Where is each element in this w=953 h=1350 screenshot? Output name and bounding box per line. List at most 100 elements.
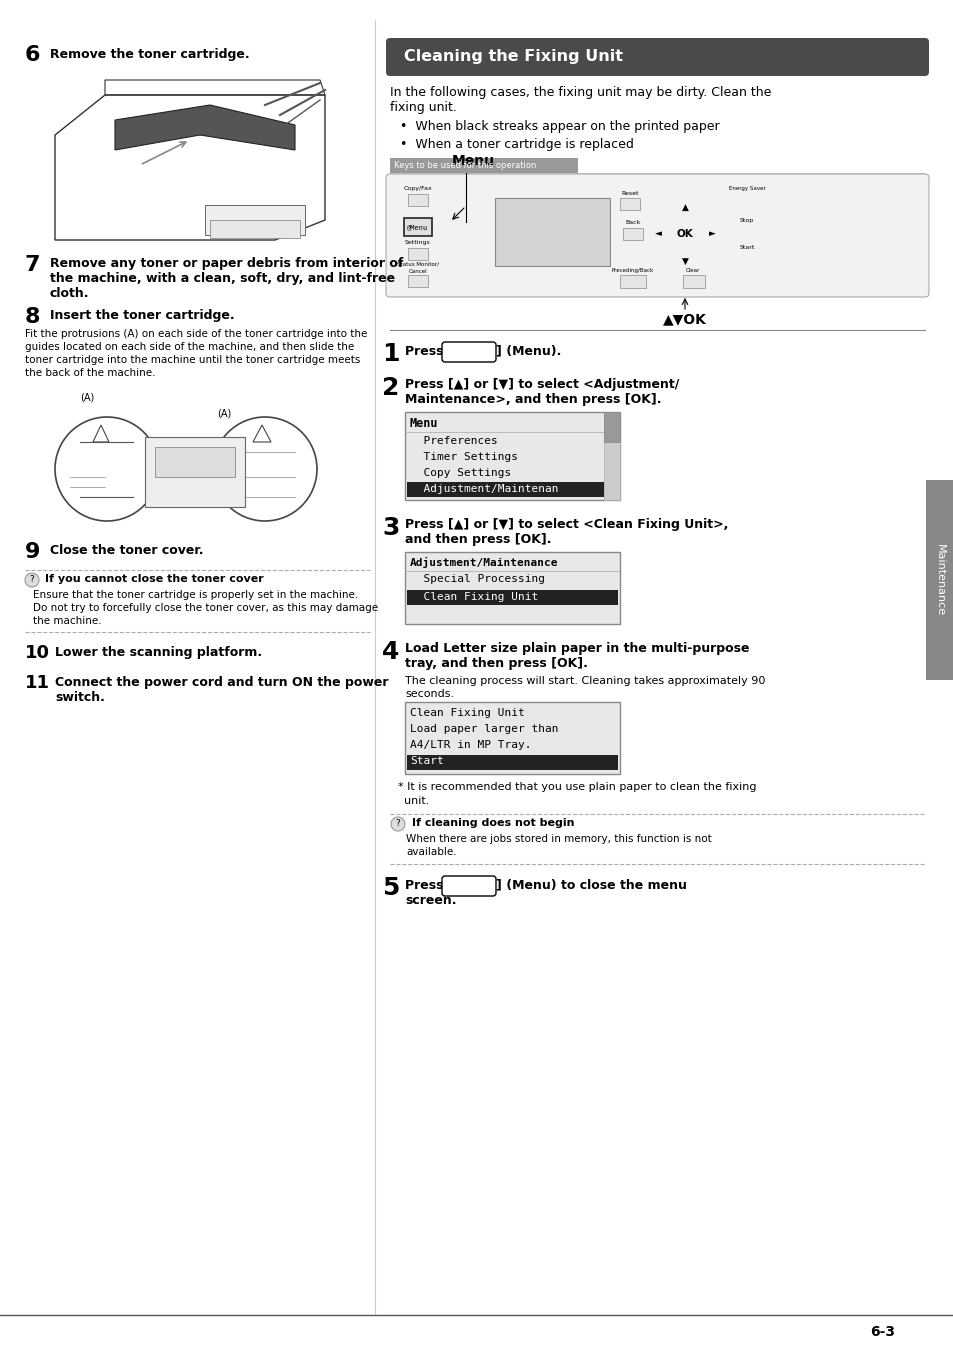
Text: Reset: Reset [620, 190, 639, 196]
FancyBboxPatch shape [603, 412, 619, 441]
Circle shape [25, 572, 39, 587]
FancyBboxPatch shape [408, 248, 428, 261]
Text: 5: 5 [381, 876, 399, 900]
FancyBboxPatch shape [603, 412, 619, 500]
FancyBboxPatch shape [682, 275, 704, 288]
FancyBboxPatch shape [154, 447, 234, 477]
Text: 7: 7 [25, 255, 40, 275]
Text: Lower the scanning platform.: Lower the scanning platform. [55, 647, 262, 659]
Text: The cleaning process will start. Cleaning takes approximately 90: The cleaning process will start. Cleanin… [405, 676, 764, 686]
Text: 9: 9 [25, 541, 40, 562]
Text: toner cartridge into the machine until the toner cartridge meets: toner cartridge into the machine until t… [25, 355, 360, 364]
Text: ◄: ◄ [654, 230, 660, 239]
Text: Ensure that the toner cartridge is properly set in the machine.: Ensure that the toner cartridge is prope… [33, 590, 358, 599]
Text: Settings: Settings [405, 240, 431, 244]
Text: Menu: Menu [452, 154, 495, 167]
Text: Start: Start [739, 244, 754, 250]
Text: Copy/Fax: Copy/Fax [403, 186, 432, 190]
Polygon shape [253, 425, 271, 441]
Text: and then press [OK].: and then press [OK]. [405, 533, 551, 545]
Circle shape [738, 221, 755, 239]
Text: ?: ? [395, 819, 400, 829]
Text: ] (Menu).: ] (Menu). [496, 344, 560, 356]
Text: Clean Fixing Unit: Clean Fixing Unit [410, 707, 524, 717]
Text: screen.: screen. [405, 894, 456, 907]
Text: Press [: Press [ [405, 344, 454, 356]
Text: (A): (A) [216, 409, 231, 418]
Text: Cancel: Cancel [408, 269, 427, 274]
Text: Timer Settings: Timer Settings [410, 451, 517, 462]
FancyBboxPatch shape [403, 217, 432, 236]
Text: 6-3: 6-3 [869, 1324, 894, 1339]
FancyBboxPatch shape [386, 38, 928, 76]
FancyBboxPatch shape [408, 275, 428, 288]
Text: the machine.: the machine. [33, 616, 102, 626]
Text: fixing unit.: fixing unit. [390, 101, 456, 113]
Text: Do not try to forcefully close the toner cover, as this may damage: Do not try to forcefully close the toner… [33, 603, 377, 613]
Text: 4: 4 [381, 640, 399, 664]
Text: 3: 3 [381, 516, 399, 540]
Text: Preferences: Preferences [410, 436, 497, 446]
FancyBboxPatch shape [407, 590, 618, 605]
Text: the back of the machine.: the back of the machine. [25, 369, 155, 378]
Text: the machine, with a clean, soft, dry, and lint-free: the machine, with a clean, soft, dry, an… [50, 271, 395, 285]
Text: Keys to be used for this operation: Keys to be used for this operation [394, 161, 536, 170]
Text: Maintenance>, and then press [OK].: Maintenance>, and then press [OK]. [405, 393, 660, 406]
Text: tray, and then press [OK].: tray, and then press [OK]. [405, 657, 587, 670]
Text: If cleaning does not begin: If cleaning does not begin [412, 818, 574, 828]
Text: OK: OK [676, 230, 693, 239]
Text: (A): (A) [80, 392, 94, 402]
Text: If you cannot close the toner cover: If you cannot close the toner cover [45, 574, 263, 585]
Text: Clear: Clear [685, 269, 700, 273]
Text: ?: ? [30, 575, 34, 585]
Text: Load paper larger than: Load paper larger than [410, 724, 558, 733]
Text: seconds.: seconds. [405, 688, 454, 699]
Text: available.: available. [406, 846, 456, 857]
Text: Connect the power cord and turn ON the power: Connect the power cord and turn ON the p… [55, 676, 388, 688]
FancyBboxPatch shape [925, 481, 953, 680]
Text: 2: 2 [381, 377, 399, 400]
Text: ►: ► [708, 230, 715, 239]
Text: Special Processing: Special Processing [410, 575, 544, 585]
FancyBboxPatch shape [386, 174, 928, 297]
FancyBboxPatch shape [441, 876, 496, 896]
FancyBboxPatch shape [408, 194, 428, 207]
Text: •  When a toner cartridge is replaced: • When a toner cartridge is replaced [399, 138, 633, 151]
Text: cloth.: cloth. [50, 288, 90, 300]
FancyBboxPatch shape [405, 702, 619, 774]
Polygon shape [115, 105, 294, 150]
FancyBboxPatch shape [210, 220, 299, 238]
Text: unit.: unit. [403, 796, 429, 806]
Text: 11: 11 [25, 674, 50, 693]
FancyBboxPatch shape [407, 755, 618, 770]
Text: In the following cases, the fixing unit may be dirty. Clean the: In the following cases, the fixing unit … [390, 86, 771, 99]
Text: Press [▲] or [▼] to select <Clean Fixing Unit>,: Press [▲] or [▼] to select <Clean Fixing… [405, 518, 727, 531]
FancyBboxPatch shape [390, 158, 578, 173]
Text: ▼: ▼ [680, 256, 688, 266]
Text: ] (Menu) to close the menu: ] (Menu) to close the menu [496, 878, 686, 891]
Text: 8: 8 [25, 306, 40, 327]
Text: •  When black streaks appear on the printed paper: • When black streaks appear on the print… [399, 120, 719, 134]
Text: Remove any toner or paper debris from interior of: Remove any toner or paper debris from in… [50, 256, 403, 270]
Text: switch.: switch. [55, 691, 105, 703]
Text: Adjustment/Maintenance: Adjustment/Maintenance [410, 558, 558, 568]
FancyBboxPatch shape [495, 198, 609, 266]
Polygon shape [740, 252, 752, 265]
Text: @Menu: @Menu [407, 224, 428, 230]
Text: ▲: ▲ [680, 202, 688, 212]
Text: Menu: Menu [410, 417, 438, 431]
Text: Cleaning the Fixing Unit: Cleaning the Fixing Unit [403, 50, 622, 65]
Text: Stop: Stop [740, 217, 753, 223]
Circle shape [738, 190, 755, 209]
Text: Close the toner cover.: Close the toner cover. [50, 544, 203, 558]
FancyBboxPatch shape [407, 482, 603, 497]
FancyBboxPatch shape [405, 552, 619, 624]
Circle shape [391, 817, 405, 832]
Polygon shape [92, 425, 109, 441]
Text: ▲▼OK: ▲▼OK [662, 312, 706, 325]
Text: Copy Settings: Copy Settings [410, 467, 511, 478]
Text: 6: 6 [25, 45, 40, 65]
Text: When there are jobs stored in memory, this function is not: When there are jobs stored in memory, th… [406, 834, 711, 844]
Text: Preceding/Back: Preceding/Back [611, 269, 654, 273]
FancyBboxPatch shape [145, 437, 245, 508]
